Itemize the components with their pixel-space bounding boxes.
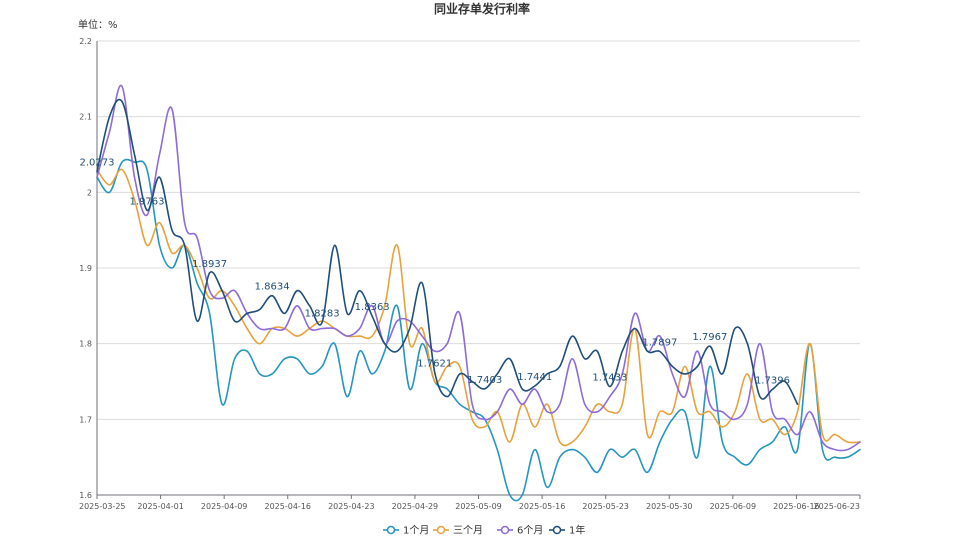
data-label: 2.0273 xyxy=(80,158,115,169)
legend-marker xyxy=(552,525,562,535)
legend-label: 1年 xyxy=(569,524,585,537)
y-tick-label: 1.7 xyxy=(79,415,92,424)
x-tick-label: 2025-04-16 xyxy=(265,502,312,511)
x-tick-label: 2025-03-25 xyxy=(79,502,126,511)
data-label: 1.8283 xyxy=(305,308,340,319)
x-tick-label: 2025-05-09 xyxy=(455,502,502,511)
y-tick-label: 1.9 xyxy=(79,264,92,273)
legend-marker xyxy=(500,525,510,535)
x-tick-label: 2025-06-16 xyxy=(773,502,820,511)
data-label: 1.7967 xyxy=(692,332,727,343)
series-line-0 xyxy=(96,158,861,502)
x-tick-label: 2025-04-29 xyxy=(392,502,439,511)
axes: 1.6 1.7 1.8 1.9 2 2.1 2.2 2025-03-25 2025-04-01 2… xyxy=(79,37,861,511)
legend-item-2[interactable]: 6个月 xyxy=(497,525,543,537)
x-tick-label: 2025-05-30 xyxy=(646,502,693,511)
y-tick-label: 1.8 xyxy=(79,340,92,349)
legend-item-0[interactable]: 1个月 xyxy=(383,525,429,537)
series-line-2 xyxy=(96,84,861,452)
unit-label: 单位：% xyxy=(78,18,118,31)
legend-item-3[interactable]: 1年 xyxy=(549,524,585,537)
data-label: 1.8937 xyxy=(192,259,227,270)
legend-label: 6个月 xyxy=(517,525,543,537)
data-label: 1.7396 xyxy=(755,375,790,386)
legend-marker xyxy=(386,525,396,535)
series-line-3 xyxy=(96,98,799,405)
data-label: 1.7897 xyxy=(642,337,677,348)
series-lines xyxy=(96,84,861,502)
x-tick-label: 2025-06-09 xyxy=(710,502,757,511)
data-labels: 2.0273 1.9763 1.8937 1.8634 1.8283 1.8363 1.76… xyxy=(80,158,790,387)
data-label: 1.8363 xyxy=(355,302,390,313)
y-tick-label: 1.6 xyxy=(79,491,92,500)
x-tick-label: 2025-04-01 xyxy=(137,502,184,511)
x-tick-label: 2025-05-23 xyxy=(582,502,629,511)
data-label: 1.9763 xyxy=(130,196,165,207)
x-tick-label: 2025-04-09 xyxy=(201,502,248,511)
data-label: 1.7403 xyxy=(467,375,502,386)
grid-lines xyxy=(97,40,860,496)
legend-label: 1个月 xyxy=(403,525,429,537)
x-tick-label: 2025-04-23 xyxy=(328,502,375,511)
legend-item-1[interactable]: 三个月 xyxy=(433,525,483,537)
data-label: 1.7621 xyxy=(417,358,452,369)
legend[interactable]: 1个月 三个月 6个月 1年 xyxy=(383,524,585,537)
x-tick-label: 2025-06-23 xyxy=(814,502,861,511)
legend-marker xyxy=(436,525,446,535)
data-label: 1.7441 xyxy=(517,372,552,383)
y-tick-label: 2.1 xyxy=(79,113,92,122)
series-line-1 xyxy=(96,168,861,447)
data-label: 1.7433 xyxy=(592,373,627,384)
chart-title: 同业存单发行利率 xyxy=(434,1,530,16)
x-tick-label: 2025-05-16 xyxy=(519,502,566,511)
data-label: 1.8634 xyxy=(255,282,290,293)
y-tick-label: 2.2 xyxy=(79,37,92,46)
y-tick-label: 2 xyxy=(87,188,92,197)
legend-label: 三个月 xyxy=(453,525,483,537)
